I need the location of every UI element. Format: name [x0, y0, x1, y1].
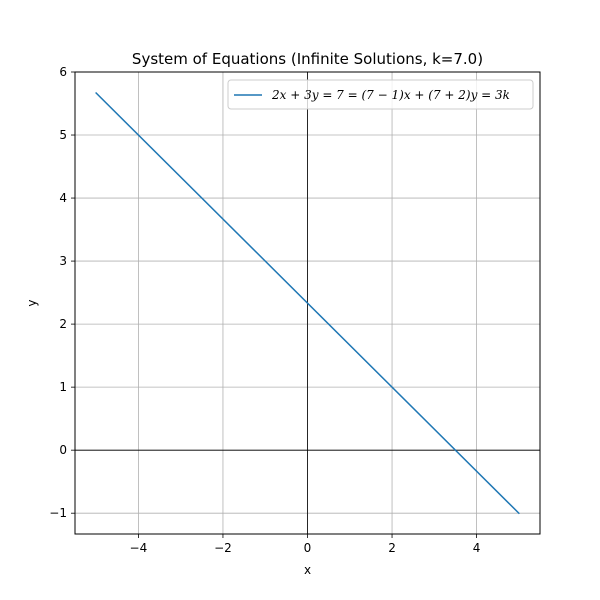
y-tick-label: 4	[59, 191, 67, 205]
legend: 2x + 3y = 7 = (7 − 1)x + (7 + 2)y = 3k	[227, 79, 534, 110]
legend-label: 2x + 3y = 7 = (7 − 1)x + (7 + 2)y = 3k	[271, 88, 510, 102]
y-tick-label: 2	[59, 317, 67, 331]
chart-title: System of Equations (Infinite Solutions,…	[132, 50, 483, 68]
x-tick-label: 4	[473, 541, 481, 555]
x-axis-ticks: −4 −2 0 2 4	[130, 534, 481, 555]
y-tick-label: 5	[59, 128, 67, 142]
y-tick-label: 3	[59, 254, 67, 268]
x-tick-label: 0	[304, 541, 312, 555]
series-layer	[95, 91, 520, 515]
x-tick-label: −4	[130, 541, 148, 555]
y-tick-label: 6	[59, 65, 67, 79]
y-axis-label: y	[25, 299, 39, 306]
y-tick-label: −1	[49, 506, 67, 520]
x-axis-label: x	[304, 563, 311, 577]
y-tick-label: 1	[59, 380, 67, 394]
series-line	[95, 91, 520, 515]
legend-box	[227, 79, 534, 110]
y-axis-ticks: −1 0 1 2 3 4 5 6	[49, 65, 75, 520]
y-tick-label: 0	[59, 443, 67, 457]
x-tick-label: 2	[388, 541, 396, 555]
x-tick-label: −2	[214, 541, 232, 555]
